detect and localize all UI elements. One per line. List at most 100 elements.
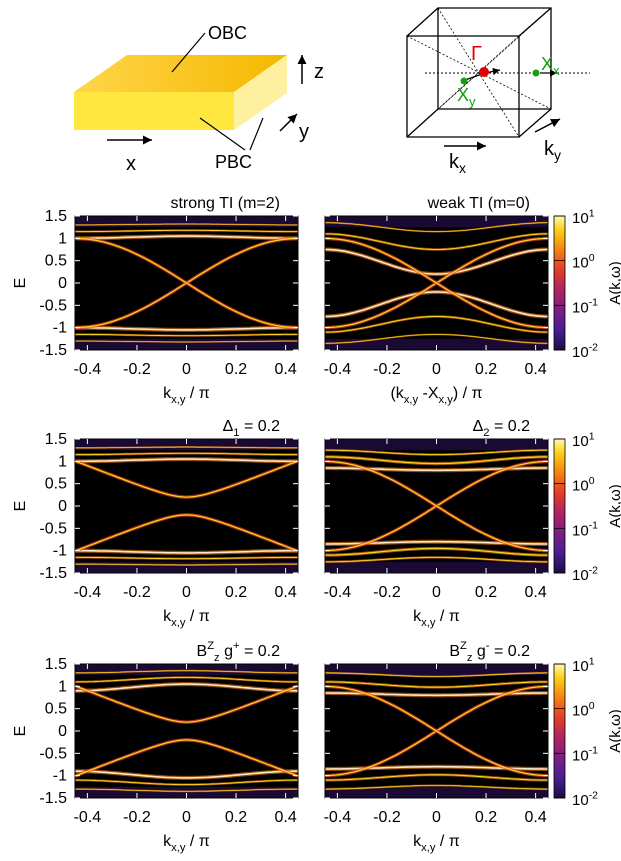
panel-title: Δ1 = 0.2 (223, 418, 281, 439)
gamma-point (479, 67, 489, 77)
colorbar-tick-label: 10-1 (572, 745, 598, 765)
y-tick-label: -1.5 (39, 342, 67, 359)
bulk-band (325, 672, 548, 677)
panel-background (75, 664, 298, 798)
y-tick-label: 0.5 (45, 476, 67, 493)
bulk-continuum (75, 439, 298, 451)
x-tick-label: 0 (432, 584, 441, 601)
surface-state (75, 514, 298, 552)
bz-edge (406, 7, 439, 37)
bulk-band (325, 774, 548, 781)
x-tick-label: 0.2 (475, 584, 497, 601)
bulk-band (325, 547, 548, 556)
x-tick-label: 0.2 (475, 809, 497, 826)
y-axis-label: y (299, 121, 309, 143)
y-tick-label: -0.5 (39, 520, 67, 537)
xy-label: Xy (457, 85, 476, 109)
bulk-band (325, 291, 548, 318)
y-axis-label: E (12, 278, 29, 289)
y-tick-label: -1.5 (39, 565, 67, 582)
x-tick-label: -0.4 (74, 584, 102, 601)
x-tick-label: 0.4 (524, 809, 546, 826)
bulk-band (75, 549, 298, 554)
y-tick-label: 1 (58, 678, 67, 695)
x-tick-label: -0.2 (373, 361, 401, 378)
y-tick-label: -0.5 (39, 745, 67, 762)
panel-p5: -0.4 -0.2 0 0.2 0.4 1.5 1 0.5 0 -0.5 -1 -1.5 Ekx,y /… (12, 640, 299, 854)
slab-schematic: OBC PBC x z y (74, 23, 324, 175)
bulk-band (75, 788, 298, 792)
x-tick-label: 0.2 (475, 361, 497, 378)
surface-state (75, 237, 298, 329)
surface-state (325, 460, 548, 552)
x-tick-label: 0 (182, 809, 191, 826)
x-axis-label: kx,y / π (163, 385, 210, 406)
colorbar-tick-label: 10-1 (572, 297, 598, 317)
colorbar-tick-label: 10-1 (572, 520, 598, 540)
y-tick-label: 1 (58, 230, 67, 247)
colorbar-tick-label: 10-2 (572, 341, 598, 361)
bulk-continuum (75, 216, 298, 228)
x-tick-label: 0.2 (225, 361, 247, 378)
x-tick-label: -0.2 (373, 809, 401, 826)
x-axis-label: kx,y / π (413, 833, 460, 854)
x-axis-label: kx,y / π (163, 608, 210, 629)
bulk-band (325, 315, 548, 333)
y-tick-label: 0.5 (45, 701, 67, 718)
panel-p4: -0.4 -0.2 0 0.2 0.4 kx,y / π Δ2 = 0.2 101 100 10-… (324, 418, 621, 629)
bulk-band (75, 446, 298, 449)
surface-state (325, 237, 548, 329)
bulk-band (75, 556, 298, 560)
y-tick-label: 1.5 (45, 656, 67, 673)
x-tick-label: 0.4 (274, 809, 296, 826)
y-tick-label: 0 (58, 275, 67, 292)
bulk-band (75, 452, 298, 456)
x-tick-label: 0 (432, 361, 441, 378)
x-tick-label: 0.2 (225, 809, 247, 826)
x-tick-label: -0.4 (74, 361, 102, 378)
colorbar-tick-label: 10-2 (572, 789, 598, 809)
x-axis-label: kx,y / π (413, 608, 460, 629)
x-tick-label: 0 (182, 584, 191, 601)
gamma-label: Γ (471, 43, 482, 65)
bulk-continuum (325, 561, 548, 573)
panel-p3: -0.4 -0.2 0 0.2 0.4 1.5 1 0.5 0 -0.5 -1 -1.5 Ekx,y /… (12, 418, 299, 629)
colorbar (553, 438, 566, 574)
bz-edge (518, 108, 552, 138)
bulk-band (75, 340, 298, 343)
y-tick-label: -1 (53, 768, 67, 785)
obc-label: OBC (208, 23, 247, 43)
bulk-continuum (75, 561, 298, 573)
obc-pointer (171, 32, 206, 73)
colorbar-tick-label: 10-2 (572, 564, 598, 584)
x-tick-label: 0.4 (524, 584, 546, 601)
bulk-band (325, 556, 548, 563)
x-tick-label: 0 (432, 809, 441, 826)
panel-title: BZz g+ = 0.2 (197, 640, 281, 664)
x-tick-label: -0.2 (123, 584, 151, 601)
surface-state (75, 685, 298, 723)
panel-title: strong TI (m=2) (170, 195, 280, 212)
bulk-band (75, 670, 298, 674)
bulk-band (75, 333, 298, 337)
bulk-band (325, 681, 548, 688)
y-axis-label: E (12, 501, 29, 512)
bulk-band (325, 248, 548, 275)
x-axis-label: kx,y / π (163, 833, 210, 854)
surface-state (75, 460, 298, 498)
bulk-band (75, 326, 298, 331)
slab-front-face (74, 92, 234, 130)
y-tick-label: -1 (53, 320, 67, 337)
pbc-pointer-1 (199, 117, 246, 151)
colorbar-label: A(k,ω) (607, 709, 621, 752)
x-tick-label: 0.4 (524, 361, 546, 378)
colorbar-tick-label: 100 (572, 700, 595, 720)
spectral-lines (325, 216, 548, 350)
bulk-band (75, 235, 298, 240)
xy-point (460, 77, 468, 85)
bulk-band (325, 233, 548, 251)
y-tick-label: 0 (58, 723, 67, 740)
x-tick-label: 0.4 (274, 361, 296, 378)
bulk-band (75, 779, 298, 786)
